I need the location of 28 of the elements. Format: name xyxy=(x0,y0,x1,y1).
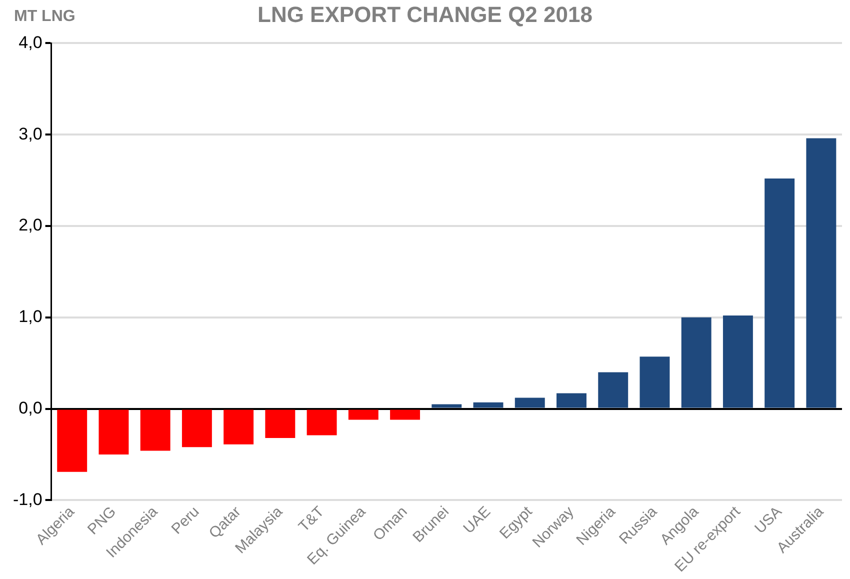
y-tick-label: 4,0 xyxy=(18,32,42,52)
bar xyxy=(514,398,545,408)
bar xyxy=(182,410,212,448)
y-tick-label: 0,0 xyxy=(18,398,42,418)
bar xyxy=(473,402,504,408)
bar xyxy=(681,317,712,408)
bar xyxy=(224,410,254,444)
bar xyxy=(806,138,836,408)
bar xyxy=(306,410,337,436)
y-tick-label: -1,0 xyxy=(12,490,42,509)
x-tick-label: T&T xyxy=(295,503,328,536)
bar xyxy=(348,410,378,420)
bar xyxy=(57,410,88,472)
bar xyxy=(556,393,586,408)
bar xyxy=(432,404,462,408)
chart-title: LNG EXPORT CHANGE Q2 2018 xyxy=(258,2,592,27)
bar xyxy=(390,410,420,420)
bar xyxy=(98,410,129,454)
bar xyxy=(265,410,296,438)
bar xyxy=(722,316,753,408)
y-tick-label: 2,0 xyxy=(18,216,42,235)
bar xyxy=(598,372,628,408)
bar xyxy=(640,356,670,408)
y-tick-label: 1,0 xyxy=(18,307,42,326)
y-axis-title: MT LNG xyxy=(14,8,76,26)
bar xyxy=(140,410,170,451)
y-tick-label: 3,0 xyxy=(18,124,42,144)
bar xyxy=(764,178,795,408)
